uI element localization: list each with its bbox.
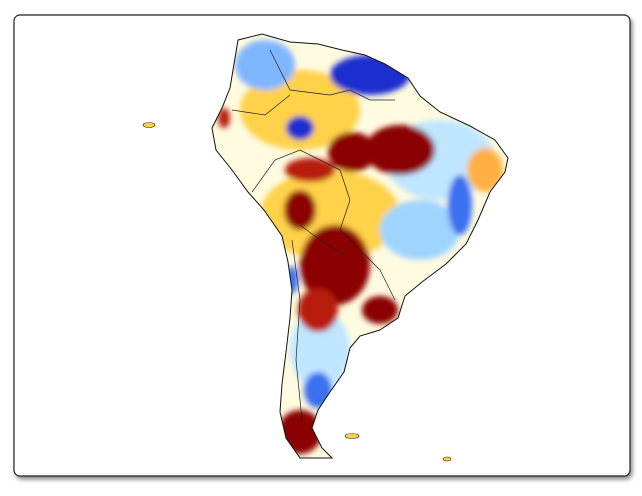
islands — [142, 122, 452, 462]
patch-blue — [448, 175, 472, 235]
border — [291, 239, 303, 421]
patch-blue — [286, 116, 314, 140]
south-georgia — [442, 456, 452, 462]
borders — [231, 49, 396, 421]
patch-red — [218, 108, 230, 128]
border — [231, 94, 291, 116]
border — [251, 149, 341, 193]
patch-red — [285, 158, 335, 182]
patch-darkred — [365, 125, 435, 175]
patch-red — [298, 288, 338, 332]
border — [339, 169, 396, 301]
border — [269, 49, 395, 101]
patch-darkred — [284, 190, 316, 230]
border — [299, 224, 346, 256]
galapagos — [142, 122, 156, 128]
patch-lightblue — [290, 310, 350, 390]
patch-darkred — [362, 296, 398, 324]
falklands — [344, 433, 360, 439]
patch-lightblue — [235, 40, 295, 90]
patch-orange — [467, 148, 503, 192]
patch-yellow — [240, 70, 360, 150]
patch-darkred — [300, 225, 370, 305]
patch-lightblue — [380, 200, 460, 260]
patch-darkred — [328, 132, 376, 172]
